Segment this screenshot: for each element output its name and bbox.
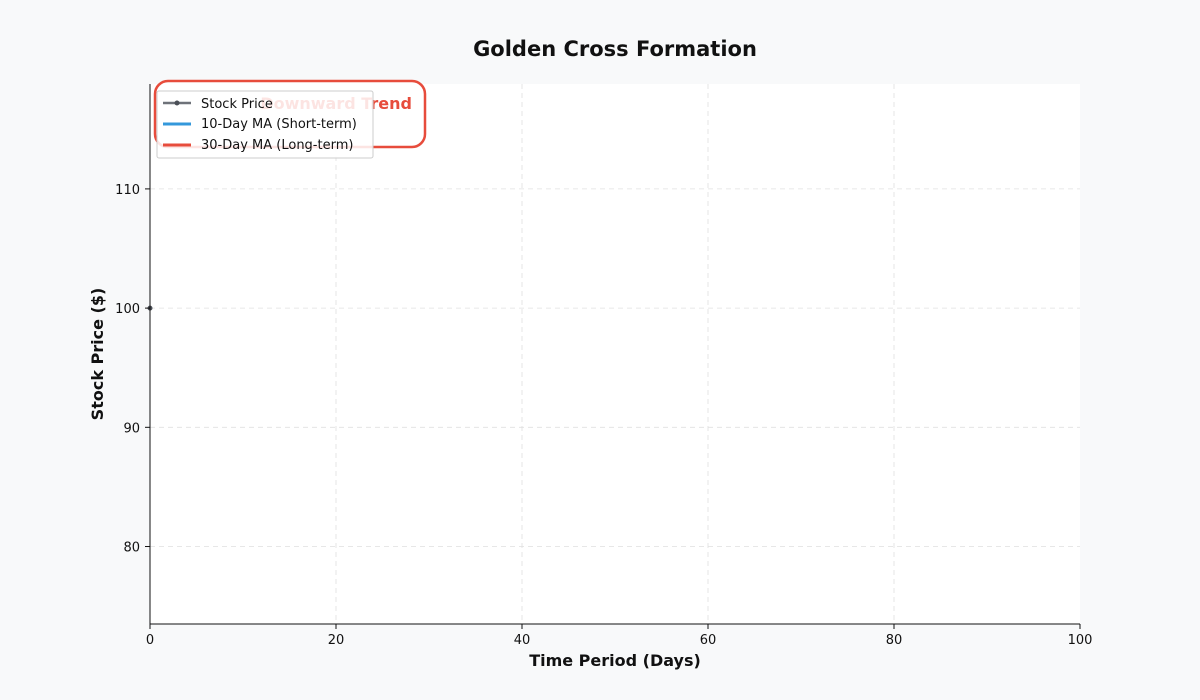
chart-title: Golden Cross Formation: [473, 37, 757, 61]
x-tick-label: 60: [700, 633, 717, 648]
y-axis-label: Stock Price ($): [88, 288, 107, 421]
legend-label-stock-price: Stock Price: [201, 97, 273, 112]
legend-label-30-day-ma: 30-Day MA (Long-term): [201, 138, 353, 153]
y-tick-label: 100: [115, 302, 140, 317]
legend-label-10-day-ma: 10-Day MA (Short-term): [201, 117, 357, 132]
y-tick-label: 80: [123, 541, 140, 556]
plot-area: [150, 84, 1080, 624]
x-tick-label: 100: [1068, 633, 1093, 648]
x-tick-label: 40: [514, 633, 531, 648]
legend[interactable]: Stock Price 10-Day MA (Short-term) 30-Da…: [156, 90, 374, 159]
y-axis-ticks: 80 90 100 110: [115, 183, 150, 556]
legend-box: [156, 90, 374, 159]
legend-marker-stock-price: [174, 100, 180, 106]
x-tick-label: 20: [328, 633, 345, 648]
x-axis-label: Time Period (Days): [529, 651, 701, 670]
x-tick-label: 80: [886, 633, 903, 648]
x-axis-ticks: 0 20 40 60 80 100: [146, 624, 1093, 648]
y-tick-label: 90: [123, 421, 140, 436]
x-tick-label: 0: [146, 633, 154, 648]
grid: [150, 84, 1080, 624]
y-tick-label: 110: [115, 183, 140, 198]
